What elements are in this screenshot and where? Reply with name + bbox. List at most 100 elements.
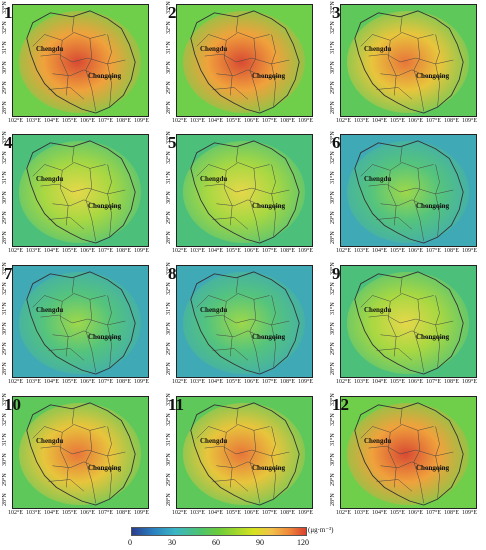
x-tick-label: 104°E <box>208 248 224 254</box>
map-frame <box>12 4 149 117</box>
district-boundary <box>204 183 290 195</box>
city-label-west: Chengdu <box>36 437 64 445</box>
city-label-east: Chongqing <box>252 202 286 210</box>
y-tick-label: 32°N <box>330 21 336 34</box>
district-boundary <box>224 432 233 488</box>
city-label-west: Chengdu <box>364 437 392 445</box>
y-tick-label: 32°N <box>330 413 336 426</box>
colorbar-tick: 0 <box>128 538 132 547</box>
city-label-east: Chongqing <box>88 72 122 80</box>
y-tick-label: 30°N <box>330 322 336 335</box>
x-tick-label: 107°E <box>262 118 278 124</box>
district-boundary <box>52 69 120 78</box>
pm-map <box>177 135 312 246</box>
panel-label: 6 <box>332 133 341 152</box>
map-grid: 1 Chengdu Chongqing 102°E 103°E 104°E 105°E 106… <box>0 0 480 519</box>
y-tick-label: 29°N <box>2 342 8 355</box>
map-panel: 12 Chengdu Chongqing 102°E 103°E 104°E 105°E 10… <box>328 392 480 519</box>
y-tick-label: 33°N <box>166 1 172 14</box>
district-boundary <box>32 277 85 361</box>
pm-map <box>13 266 148 377</box>
district-boundary <box>380 330 448 339</box>
district-boundary <box>208 162 270 171</box>
y-tick-label: 33°N <box>2 1 8 14</box>
y-tick-label: 29°N <box>330 473 336 486</box>
pm-map <box>341 397 476 508</box>
district-boundary <box>85 168 97 242</box>
city-label-west: Chengdu <box>364 306 392 314</box>
y-tick-label: 29°N <box>166 342 172 355</box>
district-boundary <box>372 162 434 171</box>
district-boundary <box>204 445 290 457</box>
district-boundary <box>388 301 397 357</box>
district-boundary <box>224 40 233 96</box>
x-tick-label: 108°E <box>116 118 132 124</box>
y-tick-label: 32°N <box>330 282 336 295</box>
map-frame <box>340 134 477 247</box>
x-tick-label: 102°E <box>336 379 352 385</box>
x-tick-label: 105°E <box>62 248 78 254</box>
district-boundary <box>360 16 413 100</box>
x-tick-label: 108°E <box>280 248 296 254</box>
y-tick-label: 31°N <box>166 302 172 315</box>
district-boundary <box>435 164 440 238</box>
district-boundary <box>60 432 69 488</box>
x-tick-label: 102°E <box>336 510 352 516</box>
y-tick-label: 31°N <box>2 171 8 184</box>
district-boundary <box>372 424 434 433</box>
district-boundary <box>52 461 120 470</box>
x-tick-label: 109°E <box>134 248 150 254</box>
x-tick-label: 106°E <box>408 379 424 385</box>
region-boundary <box>190 402 300 506</box>
x-tick-label: 109°E <box>298 248 314 254</box>
district-boundary <box>249 430 261 504</box>
colorbar <box>131 527 307 536</box>
district-boundary <box>204 53 290 65</box>
x-tick-label: 109°E <box>134 118 150 124</box>
pm-map <box>177 397 312 508</box>
colorbar-tick: 60 <box>212 538 220 547</box>
y-tick-label: 33°N <box>330 393 336 406</box>
x-tick-label: 103°E <box>26 510 42 516</box>
district-boundary <box>249 299 261 373</box>
region-boundary <box>190 271 300 375</box>
district-boundary <box>52 199 120 208</box>
panel-label: 2 <box>168 3 177 22</box>
city-label-west: Chengdu <box>200 306 228 314</box>
map-panel: 1 Chengdu Chongqing 102°E 103°E 104°E 105°E 106… <box>0 0 152 127</box>
city-label-west: Chengdu <box>200 45 228 53</box>
district-boundary <box>368 183 454 195</box>
district-boundary <box>60 40 69 96</box>
y-tick-label: 28°N <box>2 231 8 244</box>
district-boundary <box>44 293 106 302</box>
y-tick-label: 31°N <box>330 302 336 315</box>
x-tick-label: 104°E <box>372 118 388 124</box>
district-boundary <box>32 16 85 100</box>
x-tick-label: 108°E <box>280 379 296 385</box>
map-panel: 7 Chengdu Chongqing 102°E 103°E 104°E 105°E 106… <box>0 261 152 388</box>
x-tick-label: 109°E <box>298 118 314 124</box>
map-frame <box>12 134 149 247</box>
district-boundary <box>380 69 448 78</box>
district-boundary <box>85 430 97 504</box>
district-boundary <box>388 432 397 488</box>
x-tick-label: 104°E <box>44 379 60 385</box>
panel-label: 5 <box>168 133 177 152</box>
x-tick-label: 103°E <box>190 118 206 124</box>
y-tick-label: 29°N <box>2 473 8 486</box>
colorbar-tick: 120 <box>297 538 309 547</box>
x-tick-label: 107°E <box>98 118 114 124</box>
x-tick-label: 103°E <box>26 379 42 385</box>
x-tick-label: 106°E <box>244 248 260 254</box>
y-tick-label: 30°N <box>166 61 172 74</box>
x-tick-label: 103°E <box>190 510 206 516</box>
district-boundary <box>60 301 69 357</box>
pm-map <box>341 135 476 246</box>
district-boundary <box>196 16 249 100</box>
colorbar-tick: 30 <box>168 538 176 547</box>
y-tick-label: 31°N <box>2 433 8 446</box>
district-boundary <box>85 38 97 112</box>
x-tick-label: 102°E <box>172 510 188 516</box>
colorbar-unit: (μg·m⁻³) <box>308 526 334 534</box>
x-tick-label: 106°E <box>80 118 96 124</box>
